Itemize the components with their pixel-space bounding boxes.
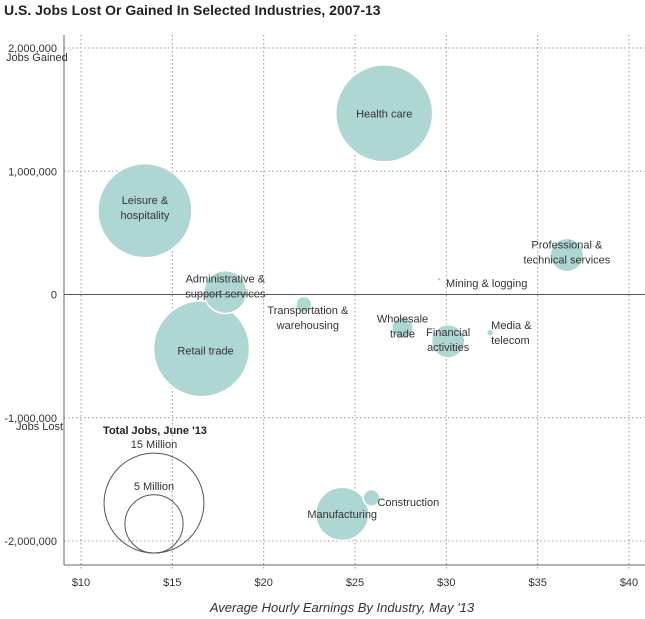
chart-title: U.S. Jobs Lost Or Gained In Selected Ind… bbox=[4, 2, 381, 18]
bubble-professional-technical-services bbox=[549, 237, 585, 273]
legend-label: 15 Million bbox=[131, 439, 177, 451]
bubble-label: Media & bbox=[491, 320, 532, 332]
bubble-construction bbox=[362, 488, 381, 507]
legend-circle bbox=[124, 494, 184, 554]
bubble-label: telecom bbox=[491, 335, 530, 347]
x-tick-label: $40 bbox=[620, 577, 638, 589]
bubble-leisure-hospitality bbox=[97, 162, 193, 259]
x-axis-label: Average Hourly Earnings By Industry, May… bbox=[209, 600, 475, 615]
bubble-manufacturing bbox=[314, 486, 370, 542]
y-tick-label: -1,000,000 bbox=[4, 413, 57, 425]
bubble-health-care bbox=[334, 64, 434, 163]
legend-circle bbox=[103, 452, 205, 554]
bubble-label: Manufacturing bbox=[307, 509, 377, 521]
size-legend: Total Jobs, June '13 15 Million 5 Million bbox=[103, 425, 207, 554]
bubble-label: activities bbox=[427, 342, 470, 354]
y-tick-label: 0 bbox=[51, 290, 57, 302]
bubble-labels: Health care Leisure & hospitality Retail tr… bbox=[120, 108, 610, 521]
y-tick-label: 2,000,000 bbox=[8, 43, 57, 55]
legend-label: 5 Million bbox=[134, 481, 174, 493]
bubble-label: technical services bbox=[523, 255, 610, 267]
x-tick-label: $30 bbox=[437, 577, 455, 589]
bubble-wholesale-trade bbox=[391, 316, 414, 340]
bubble-transportation-warehousing bbox=[295, 295, 313, 313]
y-axis-label-gained: Jobs Gained bbox=[6, 52, 68, 64]
y-tick-label: -2,000,000 bbox=[4, 536, 57, 548]
bubble-label: Construction bbox=[377, 497, 439, 509]
bubble-label: warehousing bbox=[276, 320, 339, 332]
bubble-label: Retail trade bbox=[177, 346, 233, 358]
y-tick-label: 1,000,000 bbox=[8, 166, 57, 178]
bubble-financial-activities bbox=[430, 323, 466, 359]
bubbles bbox=[97, 64, 585, 542]
bubble-label: trade bbox=[390, 328, 415, 340]
bubble-mining-logging bbox=[436, 276, 442, 282]
legend-title: Total Jobs, June '13 bbox=[103, 425, 207, 437]
bubble-label: Mining & logging bbox=[446, 278, 527, 290]
bubble-label: hospitality bbox=[120, 210, 169, 222]
y-axis-label-lost: Jobs Lost bbox=[16, 421, 63, 433]
bubble-label: Transportation & bbox=[267, 305, 349, 317]
axes: $10 $15 $20 $25 $30 $35 $40 2,000,000 1,000,000 0… bbox=[4, 35, 645, 589]
bubble-label: Leisure & bbox=[122, 195, 169, 207]
bubble-administrative-support-services bbox=[203, 269, 248, 315]
bubble-media-telecom bbox=[485, 328, 495, 337]
bubble-label: Administrative & bbox=[186, 274, 266, 286]
x-tick-label: $25 bbox=[346, 577, 364, 589]
bubble-label: Financial bbox=[426, 327, 470, 339]
x-tick-label: $15 bbox=[163, 577, 181, 589]
x-tick-label: $20 bbox=[254, 577, 272, 589]
bubble-label: Wholesale bbox=[377, 313, 428, 325]
x-tick-label: $35 bbox=[528, 577, 546, 589]
x-tick-label: $10 bbox=[72, 577, 90, 589]
bubble-label: Professional & bbox=[531, 240, 603, 252]
bubble-retail-trade bbox=[152, 299, 251, 398]
bubble-label: Health care bbox=[356, 108, 412, 120]
